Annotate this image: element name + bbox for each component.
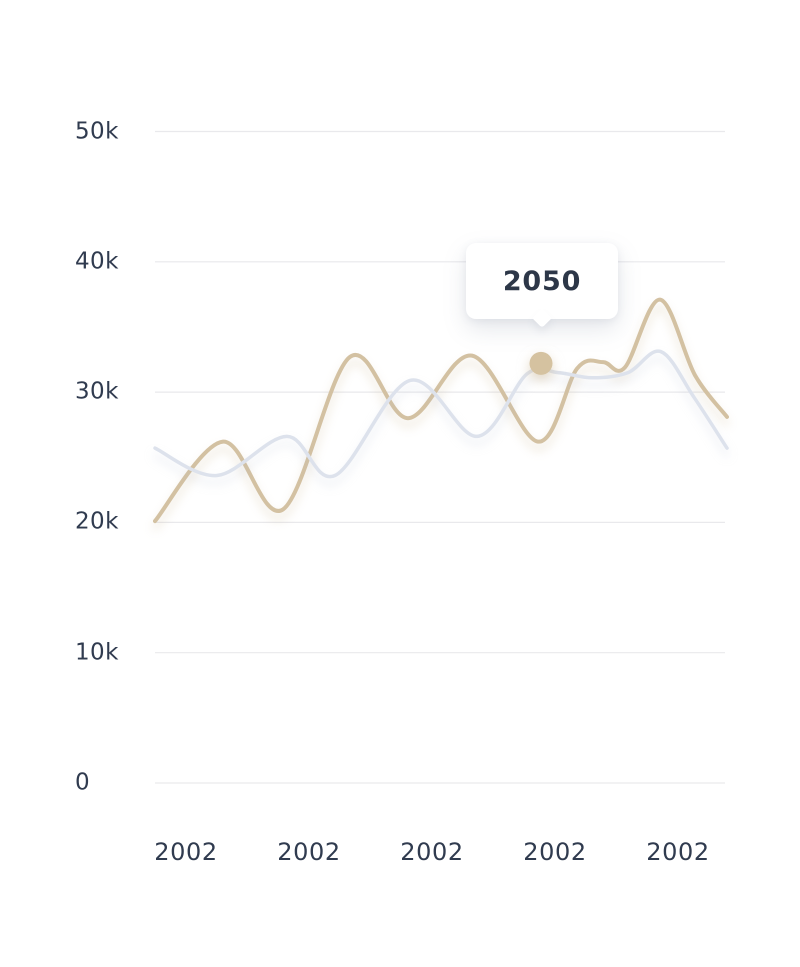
- x-tick-label: 2002: [277, 838, 341, 866]
- chart-tooltip: 2050: [466, 243, 618, 328]
- tooltip-value: 2050: [502, 265, 582, 297]
- y-tick-label: 40k: [75, 248, 119, 275]
- y-tick-label: 0: [75, 769, 91, 796]
- x-tick-label: 2002: [523, 838, 587, 866]
- y-tick-label: 50k: [75, 117, 119, 144]
- series-line-gray-series[interactable]: [153, 349, 729, 479]
- y-tick-label: 20k: [75, 508, 119, 535]
- series-line-cream-series[interactable]: [153, 297, 729, 524]
- x-tick-label: 2002: [154, 838, 218, 866]
- y-tick-label: 30k: [75, 378, 119, 405]
- y-tick-label: 10k: [75, 639, 119, 666]
- x-tick-label: 2002: [646, 838, 710, 866]
- x-tick-label: 2002: [400, 838, 464, 866]
- active-point-marker[interactable]: [529, 351, 553, 375]
